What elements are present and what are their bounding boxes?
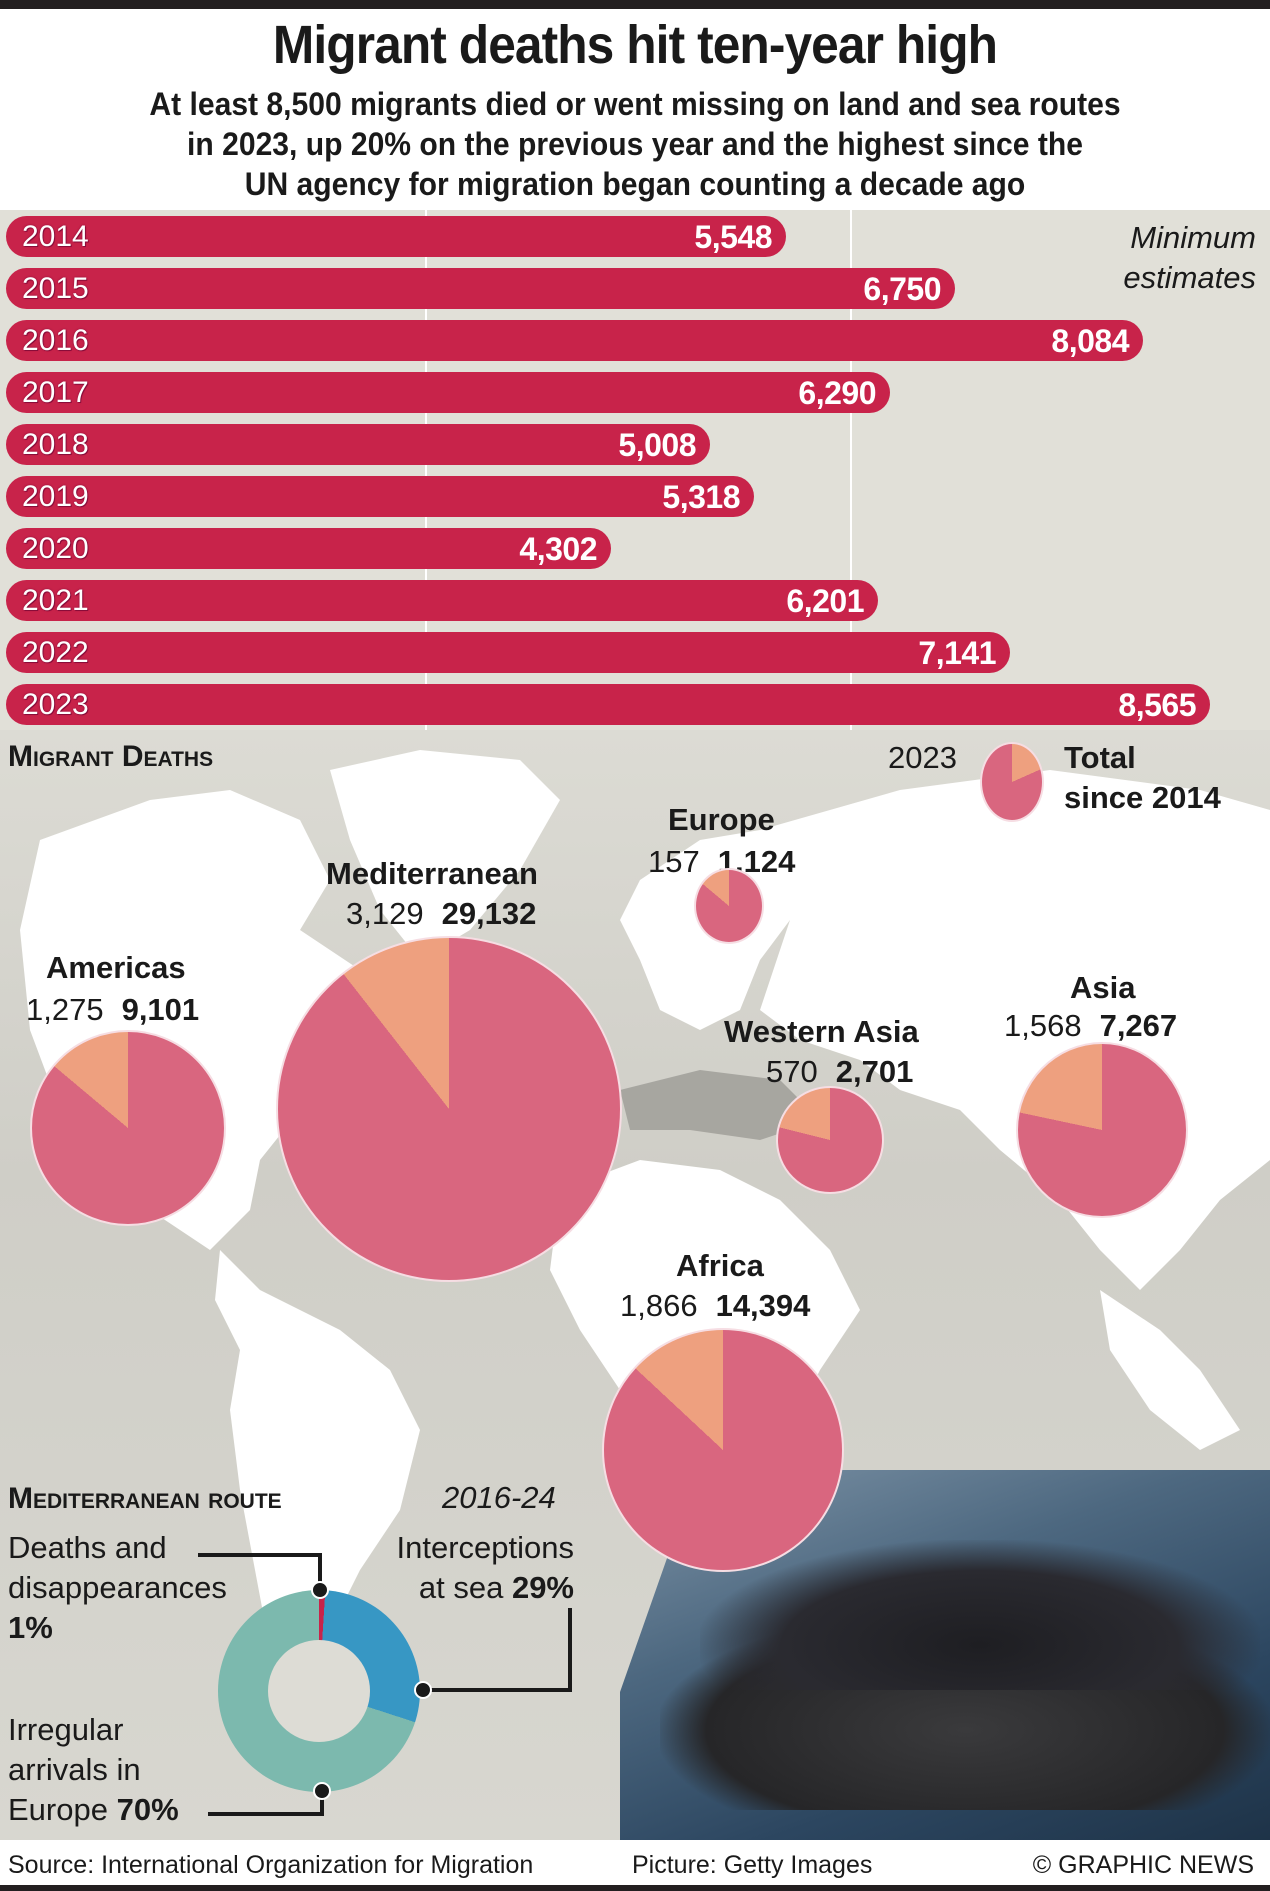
legend-total-label: Total since 2014 (1064, 740, 1221, 815)
pie-americas (30, 1030, 226, 1226)
donut-hole (268, 1640, 370, 1742)
gridline (425, 210, 427, 730)
leader-dot-interceptions (414, 1681, 432, 1699)
leader-dot-arrivals (313, 1782, 331, 1800)
picture-credit: Picture: Getty Images (632, 1851, 873, 1879)
leader-dot-deaths (311, 1581, 329, 1599)
region-values-americas: 1,275 9,101 (26, 992, 200, 1027)
region-values-africa: 1,866 14,394 (620, 1288, 811, 1323)
leader-line-arrivals (208, 1812, 324, 1816)
migrant-deaths-section-title: Migrant Deaths (8, 740, 214, 773)
bar-2023: 2023 8,565 (6, 684, 1210, 725)
migrants-image (700, 1540, 1260, 1690)
bar-2017: 2017 6,290 (6, 372, 890, 413)
pie-mediterranean (276, 936, 622, 1282)
footer: Source: International Organization for M… (0, 1845, 1270, 1885)
bar-2021: 2021 6,201 (6, 580, 878, 621)
leader-line-deaths (318, 1553, 322, 1589)
region-values-mediterranean: 3,129 29,132 (346, 896, 537, 931)
subtitle-line: At least 8,500 migrants died or went mis… (149, 86, 1121, 122)
pie-europe (694, 868, 764, 944)
label-deaths: Deaths and disappearances 1% (8, 1530, 227, 1645)
bar-2015: 2015 6,750 (6, 268, 955, 309)
gridline (850, 210, 852, 730)
region-name-europe: Europe (668, 802, 775, 837)
mediterranean-route-period: 2016-24 (442, 1480, 556, 1515)
bar-2016: 2016 8,084 (6, 320, 1143, 361)
page-title: Migrant deaths hit ten-year high (272, 15, 998, 75)
bar-2019: 2019 5,318 (6, 476, 754, 517)
region-name-americas: Americas (46, 950, 186, 985)
region-values-western-asia: 570 2,701 (766, 1054, 914, 1089)
minimum-estimates-note: Minimum estimates (1123, 220, 1256, 295)
subtitle-line: in 2023, up 20% on the previous year and… (187, 126, 1083, 162)
pie-asia (1016, 1042, 1188, 1218)
page-subtitle: At least 8,500 migrants died or went mis… (76, 84, 1195, 204)
copyright-credit: © GRAPHIC NEWS (1032, 1851, 1254, 1879)
pie-africa (602, 1328, 844, 1572)
legend-2023-label: 2023 (888, 740, 957, 775)
top-rule (0, 0, 1270, 9)
region-name-western-asia: Western Asia (724, 1014, 919, 1049)
bar-2014: 2014 5,548 (6, 216, 786, 257)
bar-2018: 2018 5,008 (6, 424, 710, 465)
region-name-asia: Asia (1070, 970, 1136, 1005)
region-values-asia: 1,568 7,267 (1004, 1008, 1178, 1043)
region-name-mediterranean: Mediterranean (326, 856, 538, 891)
pie-western-asia (776, 1086, 884, 1194)
bar-2020: 2020 4,302 (6, 528, 611, 569)
leader-line-interceptions (428, 1688, 572, 1692)
bottom-rule (0, 1885, 1270, 1891)
label-interceptions: Interceptions at sea 29% (396, 1530, 575, 1605)
source-credit: Source: International Organization for M… (8, 1851, 534, 1879)
legend-pie (980, 742, 1044, 822)
leader-line-deaths (198, 1553, 322, 1557)
mediterranean-route-title: Mediterranean route (8, 1482, 282, 1515)
label-arrivals: Irregular arrivals in Europe 70% (8, 1712, 179, 1827)
subtitle-line: UN agency for migration began counting a… (244, 166, 1026, 202)
leader-line-arrivals (320, 1790, 324, 1816)
leader-line-interceptions (568, 1608, 572, 1692)
bar-2022: 2022 7,141 (6, 632, 1010, 673)
region-name-africa: Africa (676, 1248, 764, 1283)
